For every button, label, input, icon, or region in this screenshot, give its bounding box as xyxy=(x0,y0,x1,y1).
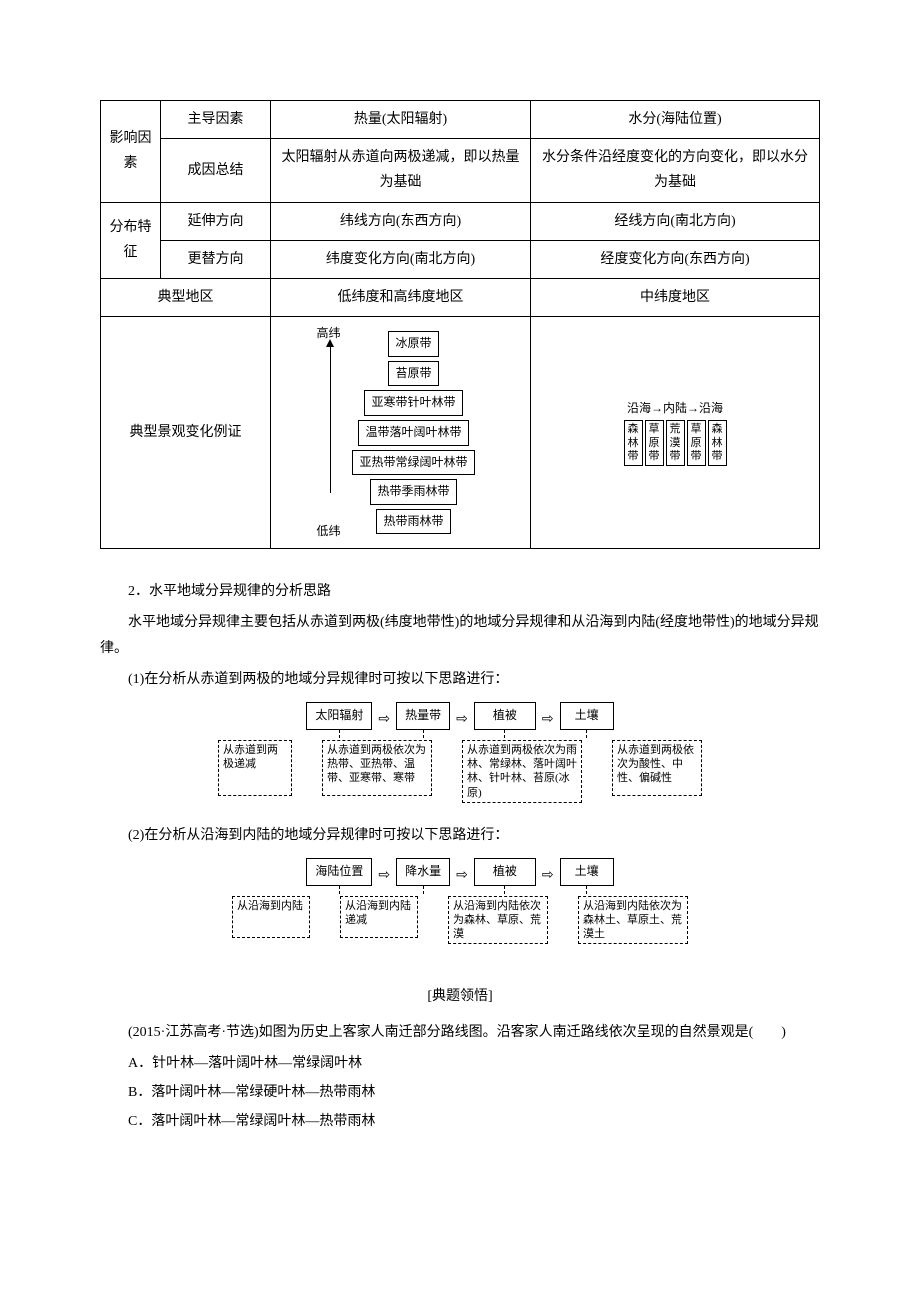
flow-detail: 从赤道到两极递减 xyxy=(218,740,292,796)
cell: 太阳辐射从赤道向两极递减，即以热量为基础 xyxy=(271,139,531,202)
arrow-icon: ⇨ xyxy=(454,863,470,888)
paragraph: (1)在分析从赤道到两极的地域分异规律时可按以下思路进行： xyxy=(100,667,820,692)
cell: 热量(太阳辐射) xyxy=(271,101,531,139)
arrow-icon: ⇨ xyxy=(376,863,392,888)
section-heading: [典题领悟] xyxy=(100,984,820,1009)
flow-detail: 从沿海到内陆 xyxy=(232,896,310,938)
arrow-icon: ⇨ xyxy=(540,707,556,732)
sealand-diagram-cell: 沿海→内陆→沿海 森林带 草原带 荒漠带 草原带 森林带 xyxy=(531,317,820,549)
cell: 经度变化方向(东西方向) xyxy=(531,240,820,278)
flow-node: 植被 xyxy=(474,702,536,730)
cell: 典型景观变化例证 xyxy=(101,317,271,549)
flow-detail: 从赤道到两极依次为酸性、中性、偏碱性 xyxy=(612,740,702,796)
comparison-table: 影响因素 主导因素 热量(太阳辐射) 水分(海陆位置) 成因总结 太阳辐射从赤道… xyxy=(100,100,820,549)
flow-detail: 从沿海到内陆依次为森林土、草原土、荒漠土 xyxy=(578,896,688,945)
zone-diagram-cell: 高纬 低纬 冰原带 苔原带 亚寒带针叶林带 温带落叶阔叶林带 亚热带常绿阔叶林带… xyxy=(271,317,531,549)
arrow-up-icon xyxy=(326,339,334,347)
veg-col: 森林带 xyxy=(624,420,643,466)
zone: 热带季雨林带 xyxy=(370,479,456,505)
cell: 典型地区 xyxy=(101,278,271,316)
cell: 经线方向(南北方向) xyxy=(531,202,820,240)
flow-detail: 从沿海到内陆递减 xyxy=(340,896,418,938)
flow-detail: 从沿海到内陆依次为森林、草原、荒漠 xyxy=(448,896,548,945)
flow-diagram-1: 太阳辐射 ⇨ 热量带 ⇨ 植被 ⇨ 土壤 从赤道到两极递减 从赤道到两极依次为热… xyxy=(100,702,820,803)
veg-col: 草原带 xyxy=(687,420,706,466)
paragraph: 水平地域分异规律主要包括从赤道到两极(纬度地带性)的地域分异规律和从沿海到内陆(… xyxy=(100,610,820,660)
axis-line xyxy=(330,347,331,493)
flow-detail: 从赤道到两极依次为雨林、常绿林、落叶阔叶林、针叶林、苔原(冰原) xyxy=(462,740,582,803)
cell: 主导因素 xyxy=(161,101,271,139)
cell: 更替方向 xyxy=(161,240,271,278)
heading-2: 2．水平地域分异规律的分析思路 xyxy=(100,579,820,604)
cell: 影响因素 xyxy=(101,101,161,203)
zone: 亚寒带针叶林带 xyxy=(364,390,462,416)
cell: 纬线方向(东西方向) xyxy=(271,202,531,240)
option-c: C．落叶阔叶林—常绿阔叶林—热带雨林 xyxy=(100,1109,820,1134)
cell: 成因总结 xyxy=(161,139,271,202)
cell: 分布特征 xyxy=(101,202,161,278)
flow-detail: 从赤道到两极依次为热带、亚热带、温带、亚寒带、寒带 xyxy=(322,740,432,796)
zone: 亚热带常绿阔叶林带 xyxy=(352,450,474,476)
zone: 热带雨林带 xyxy=(376,509,450,535)
flow-node: 海陆位置 xyxy=(306,858,372,886)
cell: 水分(海陆位置) xyxy=(531,101,820,139)
zone: 苔原带 xyxy=(388,361,438,387)
paragraph: (2)在分析从沿海到内陆的地域分异规律时可按以下思路进行： xyxy=(100,823,820,848)
cell: 水分条件沿经度变化的方向变化，即以水分为基础 xyxy=(531,139,820,202)
veg-col: 草原带 xyxy=(645,420,664,466)
flow-node: 土壤 xyxy=(560,702,614,730)
arrow-icon: ⇨ xyxy=(540,863,556,888)
cell: 纬度变化方向(南北方向) xyxy=(271,240,531,278)
zone: 冰原带 xyxy=(388,331,438,357)
flow-diagram-2: 海陆位置 ⇨ 降水量 ⇨ 植被 ⇨ 土壤 从沿海到内陆 从沿海到内陆递减 从沿海… xyxy=(100,858,820,944)
cell: 中纬度地区 xyxy=(531,278,820,316)
flow-node: 太阳辐射 xyxy=(306,702,372,730)
flow-node: 土壤 xyxy=(560,858,614,886)
option-a: A．针叶林—落叶阔叶林—常绿阔叶林 xyxy=(100,1051,820,1076)
flow-node: 植被 xyxy=(474,858,536,886)
cell: 低纬度和高纬度地区 xyxy=(271,278,531,316)
question-text: (2015·江苏高考·节选)如图为历史上客家人南迁部分路线图。沿客家人南迁路线依… xyxy=(100,1020,820,1045)
zone: 温带落叶阔叶林带 xyxy=(358,420,468,446)
arrow-icon: ⇨ xyxy=(376,707,392,732)
veg-col: 荒漠带 xyxy=(666,420,685,466)
cell: 延伸方向 xyxy=(161,202,271,240)
axis-low-lat: 低纬 xyxy=(316,521,340,543)
arrow-icon: ⇨ xyxy=(454,707,470,732)
sealand-header: 沿海→内陆→沿海 xyxy=(539,400,811,417)
flow-node: 降水量 xyxy=(396,858,450,886)
option-b: B．落叶阔叶林—常绿硬叶林—热带雨林 xyxy=(100,1080,820,1105)
veg-col: 森林带 xyxy=(708,420,727,466)
flow-node: 热量带 xyxy=(396,702,450,730)
